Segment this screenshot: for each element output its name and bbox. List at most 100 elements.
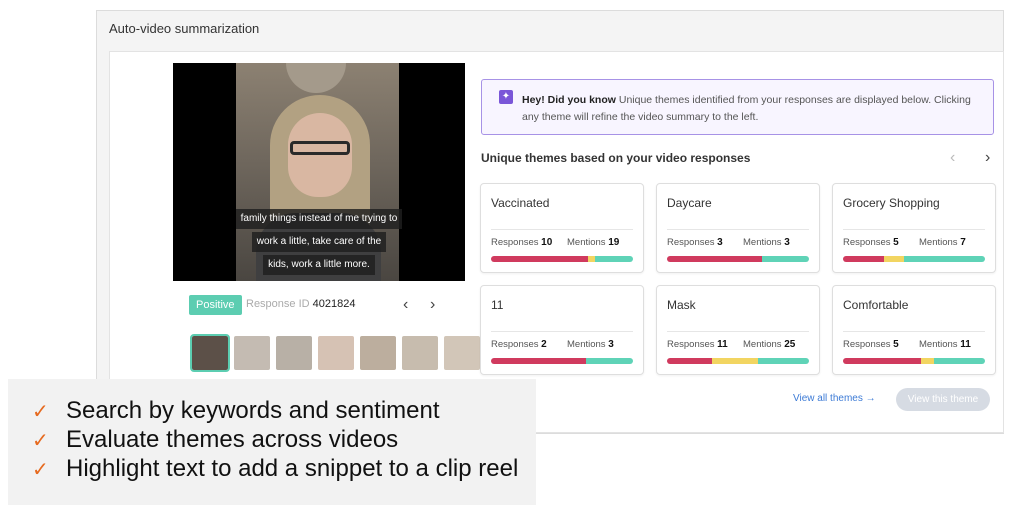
chevron-left-icon[interactable]: ‹ (950, 149, 956, 166)
response-id: Response ID 4021824 (246, 298, 355, 310)
responses-stat: Responses 2 (491, 339, 547, 350)
themes-title: Unique themes based on your video respon… (481, 151, 751, 165)
mentions-stat: Mentions 7 (919, 237, 966, 248)
sentiment-segment (757, 358, 809, 364)
hint-body: Unique themes identified from your respo… (522, 94, 971, 123)
theme-name: Comfortable (843, 298, 909, 312)
mentions-count: 19 (608, 237, 620, 248)
ceiling-lamp (286, 63, 346, 93)
responses-stat: Responses 5 (843, 339, 899, 350)
sentiment-bar (843, 256, 985, 262)
responses-label: Responses (843, 237, 891, 248)
sentiment-segment (921, 358, 934, 364)
responses-label: Responses (667, 339, 715, 350)
responses-count: 3 (717, 237, 723, 248)
responses-count: 2 (541, 339, 547, 350)
mentions-label: Mentions (743, 237, 782, 248)
view-all-themes-link[interactable]: View all themes → (793, 393, 876, 404)
video-thumbnail[interactable] (276, 336, 312, 370)
sentiment-bar (667, 256, 809, 262)
theme-card[interactable]: 11 Responses 2 Mentions 3 (480, 285, 644, 375)
sentiment-bar (491, 358, 633, 364)
video-captions[interactable]: family things instead of me trying to wo… (173, 209, 465, 275)
responses-stat: Responses 3 (667, 237, 723, 248)
responses-count: 5 (893, 339, 899, 350)
checkmark-icon: ✓ (32, 400, 49, 423)
mentions-stat: Mentions 3 (743, 237, 790, 248)
sentiment-segment (667, 358, 713, 364)
theme-card[interactable]: Vaccinated Responses 10 Mentions 19 (480, 183, 644, 273)
responses-label: Responses (491, 339, 539, 350)
sentiment-segment (667, 256, 763, 262)
mentions-count: 3 (784, 237, 790, 248)
responses-stat: Responses 11 (667, 339, 728, 350)
card-divider (843, 331, 985, 332)
sentiment-bar (667, 358, 809, 364)
sentiment-segment (491, 358, 587, 364)
mentions-count: 25 (784, 339, 796, 350)
responses-stat: Responses 5 (843, 237, 899, 248)
mentions-label: Mentions (567, 339, 606, 350)
video-thumbnails (190, 334, 480, 372)
video-thumbnail[interactable] (318, 336, 354, 370)
theme-card[interactable]: Grocery Shopping Responses 5 Mentions 7 (832, 183, 996, 273)
caption-line[interactable]: work a little, take care of the (251, 232, 387, 252)
video-player[interactable]: family things instead of me trying to wo… (173, 63, 465, 281)
chevron-right-icon[interactable]: › (430, 296, 436, 313)
mentions-label: Mentions (567, 237, 606, 248)
responses-label: Responses (667, 237, 715, 248)
sentiment-segment (491, 256, 588, 262)
sentiment-segment (586, 358, 633, 364)
card-divider (491, 331, 633, 332)
mentions-label: Mentions (743, 339, 782, 350)
caption-line[interactable]: family things instead of me trying to (235, 209, 403, 229)
sentiment-segment (843, 358, 922, 364)
sentiment-segment (843, 256, 885, 262)
feature-bullet: ✓ Evaluate themes across videos (32, 426, 398, 454)
chevron-left-icon[interactable]: ‹ (403, 296, 409, 313)
video-thumbnail[interactable] (190, 334, 230, 372)
sparkle-icon: ✦ (499, 90, 513, 104)
responses-count: 11 (717, 339, 728, 350)
feature-bullet: ✓ Search by keywords and sentiment (32, 397, 440, 425)
mentions-count: 3 (608, 339, 614, 350)
mentions-stat: Mentions 19 (567, 237, 619, 248)
responses-label: Responses (843, 339, 891, 350)
caption-line[interactable]: kids, work a little more. (263, 255, 375, 275)
card-divider (667, 331, 809, 332)
feature-overlay: ✓ Search by keywords and sentiment ✓ Eva… (8, 379, 536, 505)
theme-card[interactable]: Mask Responses 11 Mentions 25 (656, 285, 820, 375)
feature-text: Search by keywords and sentiment (66, 397, 440, 424)
theme-name: Grocery Shopping (843, 196, 940, 210)
theme-name: Daycare (667, 196, 712, 210)
video-thumbnail[interactable] (444, 336, 480, 370)
mentions-label: Mentions (919, 237, 958, 248)
person-face (288, 113, 352, 197)
feature-text: Highlight text to add a snippet to a cli… (66, 455, 519, 482)
mentions-stat: Mentions 3 (567, 339, 614, 350)
theme-card[interactable]: Daycare Responses 3 Mentions 3 (656, 183, 820, 273)
checkmark-icon: ✓ (32, 458, 49, 481)
mentions-stat: Mentions 11 (919, 339, 971, 350)
video-thumbnail[interactable] (360, 336, 396, 370)
card-divider (491, 229, 633, 230)
video-thumbnail[interactable] (402, 336, 438, 370)
mentions-count: 11 (960, 339, 971, 350)
chevron-right-icon[interactable]: › (985, 149, 991, 166)
view-this-theme-button[interactable]: View this theme (896, 388, 990, 411)
sentiment-segment (884, 256, 905, 262)
sentiment-segment (712, 358, 758, 364)
sentiment-bar (843, 358, 985, 364)
theme-card[interactable]: Comfortable Responses 5 Mentions 11 (832, 285, 996, 375)
sentiment-bar (491, 256, 633, 262)
hint-title: Hey! Did you know (522, 94, 616, 106)
card-divider (667, 229, 809, 230)
hint-box: ✦ Hey! Did you know Unique themes identi… (481, 79, 994, 135)
responses-label: Responses (491, 237, 539, 248)
feature-bullet: ✓ Highlight text to add a snippet to a c… (32, 455, 518, 483)
person-glasses (290, 141, 350, 155)
video-thumbnail[interactable] (234, 336, 270, 370)
mentions-count: 7 (960, 237, 966, 248)
sentiment-segment (587, 256, 595, 262)
